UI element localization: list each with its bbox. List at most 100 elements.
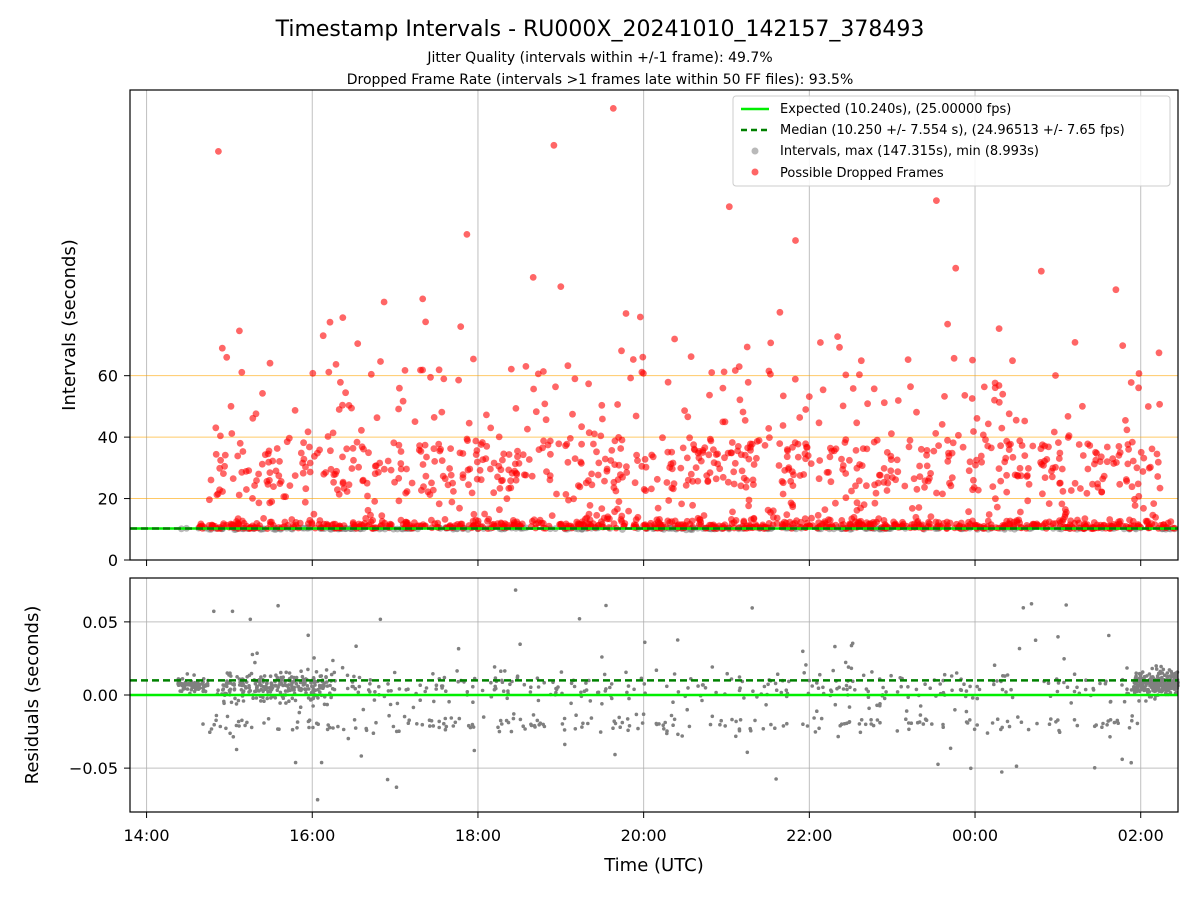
dropped-frame-point [877,472,884,479]
dropped-frame-point [460,474,467,481]
dropped-frame-point [508,366,515,373]
dropped-frame-point [792,376,799,383]
legend-intervals-label: Intervals, max (147.315s), min (8.993s) [780,144,1039,159]
dropped-frame-point [499,457,506,464]
residual-point [276,604,280,608]
residual-point [1123,700,1127,704]
dropped-frame-point [996,465,1003,472]
residual-point [906,685,910,689]
dropped-frame-point [895,397,902,404]
dropped-frame-point [790,471,797,478]
dropped-frame-point [588,471,595,478]
dropped-frame-point [871,439,878,446]
dropped-frame-point [802,406,809,413]
residual-point [1047,681,1051,685]
dropped-frame-point [547,477,554,484]
residual-point [428,718,432,722]
dropped-frame-point [731,481,738,488]
residual-point [466,690,470,694]
legend-intervals-swatch [752,148,759,155]
residual-point [563,717,567,721]
residual-point [613,753,617,757]
dropped-frame-point [403,520,410,527]
residual-point [523,727,527,731]
dropped-frame-point [665,379,672,386]
dropped-frame-point [388,521,395,528]
dropped-frame-point [477,467,484,474]
dropped-frame-point [860,445,867,452]
dropped-frame-point [765,425,772,432]
dropped-frame-point [719,419,726,426]
dropped-frame-point [941,393,948,400]
dropped-frame-point [1124,427,1131,434]
dropped-frame-point [659,434,666,441]
dropped-frame-point [678,501,685,508]
dropped-frame-point [907,437,914,444]
dropped-frame-point [930,448,937,455]
dropped-frame-point [611,508,618,515]
residual-point [686,686,690,690]
legend-median-label: Median (10.250 +/- 7.554 s), (24.96513 +… [780,123,1125,138]
dropped-frame-point [543,416,550,423]
residual-point [845,688,849,692]
residual-point [603,673,607,677]
dropped-frame-outlier [1113,286,1120,293]
residual-point [313,683,317,687]
dropped-frame-point [913,409,920,416]
dropped-frame-point [827,454,834,461]
dropped-frame-point [330,430,337,437]
dropped-frame-point [1126,517,1133,524]
dropped-frame-point [906,444,913,451]
dropped-frame-point [206,496,213,503]
residual-point [627,697,631,701]
residual-point [299,705,303,709]
residual-point [574,727,578,731]
dropped-frame-point [442,516,449,523]
bottom-y-tick-label: 0.00 [82,686,118,705]
residual-point [243,724,247,728]
residual-point [434,687,438,691]
dropped-frame-outlier [223,354,230,361]
dropped-frame-outlier [792,237,799,244]
dropped-frame-point [448,472,455,479]
residual-point [307,726,311,730]
dropped-frame-point [1013,417,1020,424]
dropped-frame-point [1051,429,1058,436]
residual-point [1030,602,1034,606]
dropped-frame-point [745,503,752,510]
dropped-frame-point [521,471,528,478]
residual-point [454,721,458,725]
residual-point [442,722,446,726]
residual-point [270,688,274,692]
dropped-frame-point [1116,481,1123,488]
residual-point [899,685,903,689]
dropped-frame-point [1131,496,1138,503]
dropped-frame-point [511,521,518,528]
dropped-frame-point [780,491,787,498]
dropped-frame-point [611,461,618,468]
residual-point [775,688,779,692]
residual-point [228,732,232,736]
residual-point [936,763,940,767]
dropped-frame-point [354,439,361,446]
residual-point [1169,675,1173,679]
dropped-frame-point [997,442,1004,449]
residual-point [331,659,335,663]
residual-point [360,754,364,758]
dropped-frame-point [506,451,513,458]
dropped-frame-point [456,505,463,512]
dropped-frame-point [1072,480,1079,487]
dropped-frame-point [843,494,850,501]
dropped-frame-point [1055,439,1062,446]
residual-point [1018,647,1022,651]
residual-point [1020,720,1024,724]
residual-point [276,676,280,680]
residual-point [374,721,378,725]
residual-point [294,761,298,765]
dropped-frame-point [654,476,661,483]
residual-point [968,685,972,689]
residual-point [928,686,932,690]
dropped-frame-point [396,385,403,392]
dropped-frame-point [767,340,774,347]
residual-point [923,682,927,686]
